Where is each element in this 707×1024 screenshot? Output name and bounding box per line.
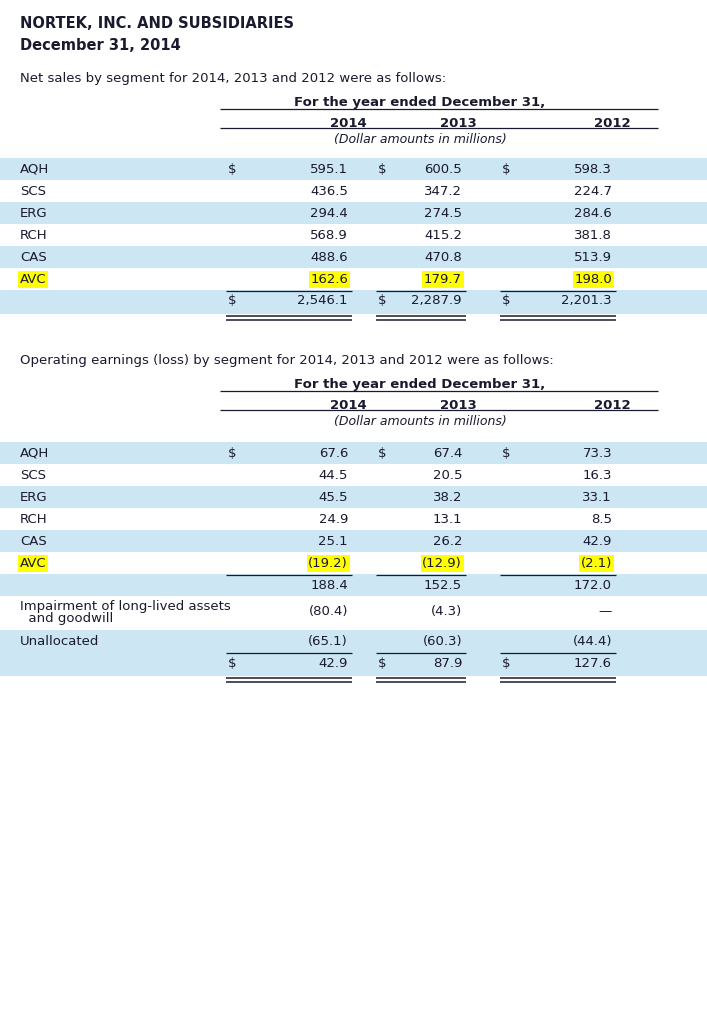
Text: 381.8: 381.8 <box>574 229 612 242</box>
Text: $: $ <box>502 657 510 670</box>
Text: 568.9: 568.9 <box>310 229 348 242</box>
Text: Unallocated: Unallocated <box>20 635 100 648</box>
Text: SCS: SCS <box>20 469 46 482</box>
Text: 513.9: 513.9 <box>574 251 612 264</box>
Text: 284.6: 284.6 <box>574 207 612 220</box>
Text: 224.7: 224.7 <box>574 185 612 198</box>
Text: 294.4: 294.4 <box>310 207 348 220</box>
Text: (12.9): (12.9) <box>422 557 462 570</box>
Text: 67.6: 67.6 <box>319 447 348 460</box>
Text: 188.4: 188.4 <box>310 579 348 592</box>
Text: $: $ <box>228 163 237 176</box>
Text: 25.1: 25.1 <box>318 535 348 548</box>
Text: Impairment of long-lived assets: Impairment of long-lived assets <box>20 600 230 613</box>
Text: 33.1: 33.1 <box>583 490 612 504</box>
Text: CAS: CAS <box>20 535 47 548</box>
Text: 179.7: 179.7 <box>424 273 462 286</box>
Text: $: $ <box>502 447 510 460</box>
Text: 42.9: 42.9 <box>583 535 612 548</box>
Text: $: $ <box>502 294 510 307</box>
Text: $: $ <box>378 657 387 670</box>
Text: AVC: AVC <box>20 273 47 286</box>
Text: CAS: CAS <box>20 251 47 264</box>
Text: 470.8: 470.8 <box>424 251 462 264</box>
Text: $: $ <box>378 294 387 307</box>
Text: 2012: 2012 <box>594 399 631 412</box>
Text: 347.2: 347.2 <box>424 185 462 198</box>
Text: Operating earnings (loss) by segment for 2014, 2013 and 2012 were as follows:: Operating earnings (loss) by segment for… <box>20 354 554 367</box>
Text: 600.5: 600.5 <box>424 163 462 176</box>
Text: $: $ <box>378 447 387 460</box>
Text: 13.1: 13.1 <box>433 513 462 526</box>
Text: 38.2: 38.2 <box>433 490 462 504</box>
Text: RCH: RCH <box>20 513 47 526</box>
Text: 24.9: 24.9 <box>319 513 348 526</box>
Text: ERG: ERG <box>20 490 47 504</box>
Text: 274.5: 274.5 <box>424 207 462 220</box>
Text: For the year ended December 31,: For the year ended December 31, <box>294 378 546 391</box>
Text: 595.1: 595.1 <box>310 163 348 176</box>
Text: (65.1): (65.1) <box>308 635 348 648</box>
Text: AVC: AVC <box>20 557 47 570</box>
Text: Net sales by segment for 2014, 2013 and 2012 were as follows:: Net sales by segment for 2014, 2013 and … <box>20 72 446 85</box>
Text: 488.6: 488.6 <box>310 251 348 264</box>
Text: 2013: 2013 <box>440 117 477 130</box>
Text: (4.3): (4.3) <box>431 605 462 618</box>
Text: AQH: AQH <box>20 447 49 460</box>
Text: 2,201.3: 2,201.3 <box>561 294 612 307</box>
Text: 42.9: 42.9 <box>319 657 348 670</box>
Text: 20.5: 20.5 <box>433 469 462 482</box>
Text: (44.4): (44.4) <box>573 635 612 648</box>
Text: 2,287.9: 2,287.9 <box>411 294 462 307</box>
Text: 26.2: 26.2 <box>433 535 462 548</box>
Text: 2014: 2014 <box>329 399 366 412</box>
Text: 2,546.1: 2,546.1 <box>298 294 348 307</box>
Text: 172.0: 172.0 <box>574 579 612 592</box>
Text: 45.5: 45.5 <box>318 490 348 504</box>
Text: (80.4): (80.4) <box>308 605 348 618</box>
Text: $: $ <box>502 163 510 176</box>
Text: 44.5: 44.5 <box>319 469 348 482</box>
Text: December 31, 2014: December 31, 2014 <box>20 38 181 53</box>
Text: $: $ <box>228 657 237 670</box>
Text: 16.3: 16.3 <box>583 469 612 482</box>
Text: RCH: RCH <box>20 229 47 242</box>
Text: ERG: ERG <box>20 207 47 220</box>
Text: (Dollar amounts in millions): (Dollar amounts in millions) <box>334 133 506 146</box>
Text: $: $ <box>378 163 387 176</box>
Text: (60.3): (60.3) <box>422 635 462 648</box>
Text: $: $ <box>228 294 237 307</box>
Text: (19.2): (19.2) <box>308 557 348 570</box>
Text: 2013: 2013 <box>440 399 477 412</box>
Text: 8.5: 8.5 <box>591 513 612 526</box>
Text: 198.0: 198.0 <box>574 273 612 286</box>
Text: For the year ended December 31,: For the year ended December 31, <box>294 96 546 109</box>
Text: (Dollar amounts in millions): (Dollar amounts in millions) <box>334 415 506 428</box>
Text: 162.6: 162.6 <box>310 273 348 286</box>
Text: $: $ <box>228 447 237 460</box>
Text: 598.3: 598.3 <box>574 163 612 176</box>
Text: 127.6: 127.6 <box>574 657 612 670</box>
Text: AQH: AQH <box>20 163 49 176</box>
Text: 2014: 2014 <box>329 117 366 130</box>
Text: 2012: 2012 <box>594 117 631 130</box>
Text: 87.9: 87.9 <box>433 657 462 670</box>
Text: NORTEK, INC. AND SUBSIDIARIES: NORTEK, INC. AND SUBSIDIARIES <box>20 16 294 31</box>
Text: 73.3: 73.3 <box>583 447 612 460</box>
Text: —: — <box>599 605 612 618</box>
Text: 152.5: 152.5 <box>424 579 462 592</box>
Text: SCS: SCS <box>20 185 46 198</box>
Text: and goodwill: and goodwill <box>20 612 113 625</box>
Text: 436.5: 436.5 <box>310 185 348 198</box>
Text: (2.1): (2.1) <box>580 557 612 570</box>
Text: 67.4: 67.4 <box>433 447 462 460</box>
Text: 415.2: 415.2 <box>424 229 462 242</box>
